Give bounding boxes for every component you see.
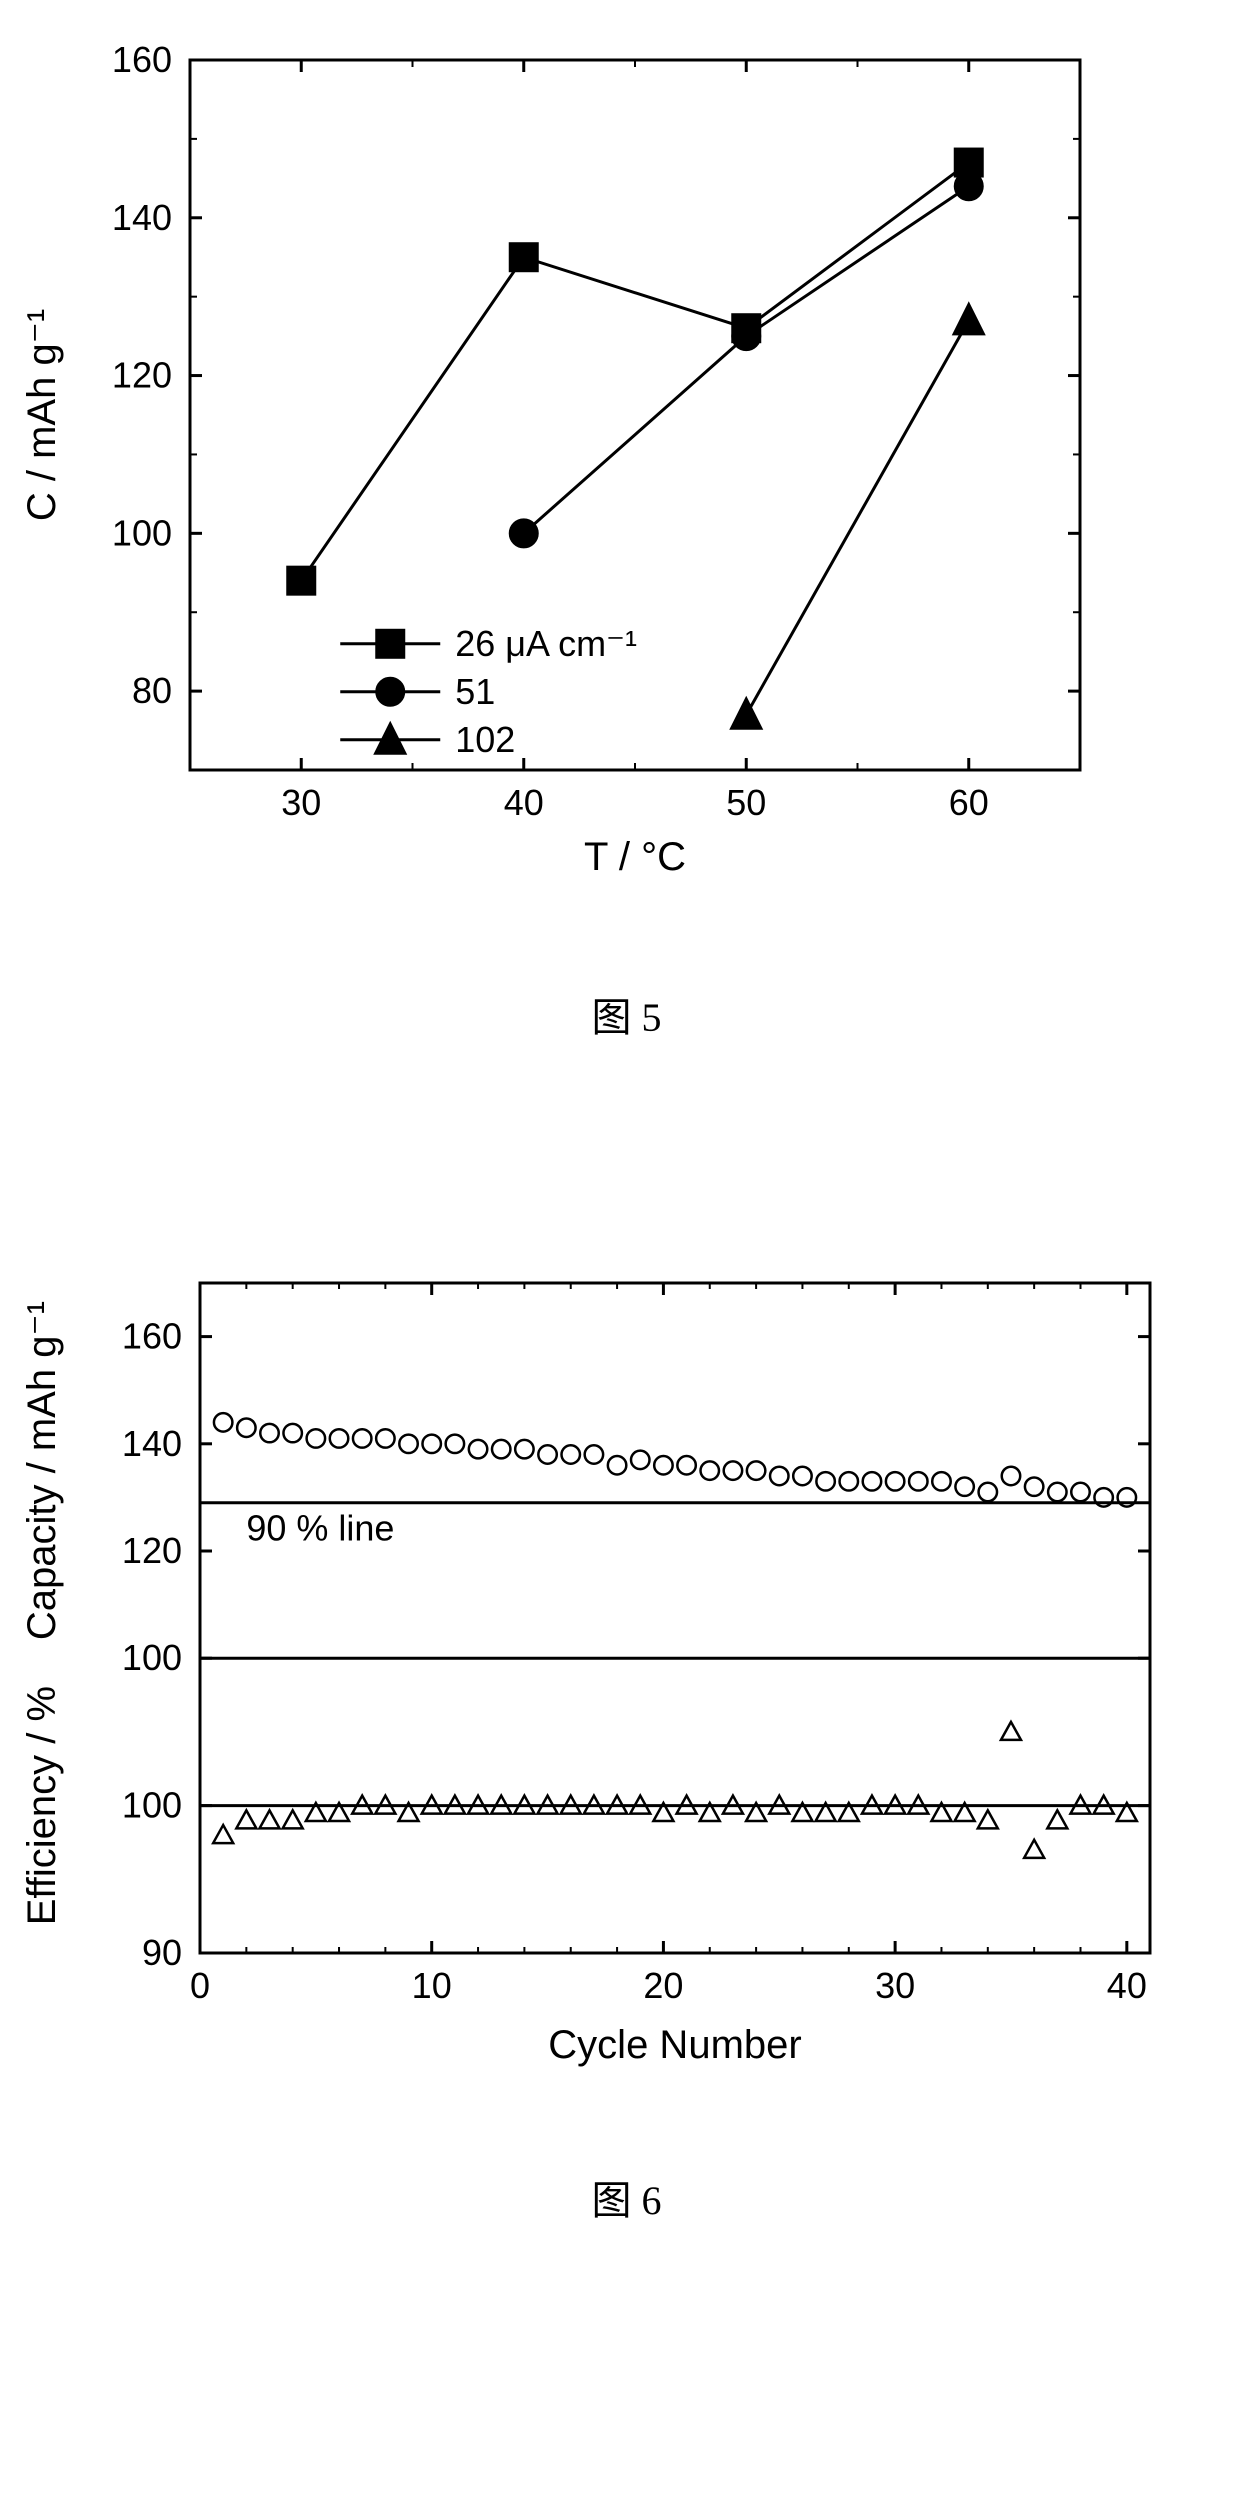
svg-text:40: 40 xyxy=(504,782,544,823)
svg-text:102: 102 xyxy=(455,719,515,760)
figure-6-chart: 0 10 20 30 40 100 120 140 160 90 100 Cycle Number Ca… xyxy=(0,1263,1253,2098)
svg-text:Capacity / mAh g⁻¹: Capacity / mAh g⁻¹ xyxy=(20,1301,64,1640)
svg-text:Cycle Number: Cycle Number xyxy=(548,2023,801,2067)
svg-text:140: 140 xyxy=(122,1423,182,1464)
svg-text:30: 30 xyxy=(875,1965,915,2006)
figure-5-caption: 图 5 xyxy=(0,985,1253,1043)
svg-text:100: 100 xyxy=(122,1637,182,1678)
svg-text:26 μA cm⁻¹: 26 μA cm⁻¹ xyxy=(455,623,637,664)
svg-text:40: 40 xyxy=(1107,1965,1147,2006)
svg-text:20: 20 xyxy=(643,1965,683,2006)
svg-text:C / mAh g⁻¹: C / mAh g⁻¹ xyxy=(20,309,64,521)
svg-text:10: 10 xyxy=(412,1965,452,2006)
svg-text:T / °C: T / °C xyxy=(584,835,686,879)
svg-text:Efficiency / %: Efficiency / % xyxy=(20,1686,64,1925)
svg-text:160: 160 xyxy=(112,39,172,80)
svg-text:100: 100 xyxy=(122,1785,182,1826)
svg-text:30: 30 xyxy=(281,782,321,823)
svg-text:120: 120 xyxy=(112,355,172,396)
svg-text:90 % line: 90 % line xyxy=(246,1507,394,1548)
figure-6-caption: 图 6 xyxy=(0,2168,1253,2226)
figure-5-chart: 30 40 50 60 80 100 120 140 160 T / °C C / mAh g⁻¹ 2… xyxy=(0,30,1253,915)
svg-text:0: 0 xyxy=(190,1965,210,2006)
svg-text:90: 90 xyxy=(142,1932,182,1973)
svg-text:51: 51 xyxy=(455,671,495,712)
svg-text:80: 80 xyxy=(132,670,172,711)
svg-text:120: 120 xyxy=(122,1530,182,1571)
svg-text:140: 140 xyxy=(112,197,172,238)
svg-text:160: 160 xyxy=(122,1316,182,1357)
svg-text:100: 100 xyxy=(112,512,172,553)
svg-text:50: 50 xyxy=(726,782,766,823)
svg-text:60: 60 xyxy=(949,782,989,823)
